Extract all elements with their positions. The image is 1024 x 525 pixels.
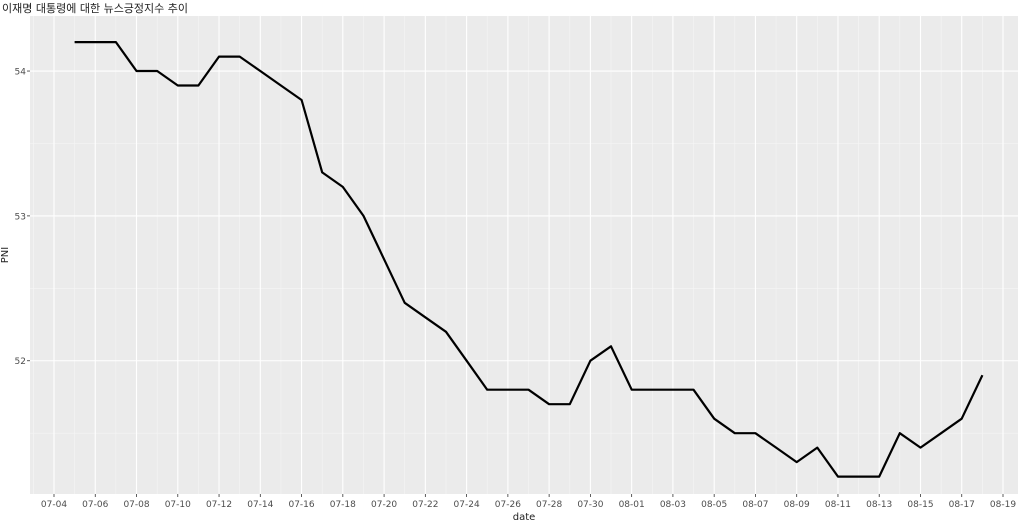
x-tick-label: 07-18	[330, 500, 356, 510]
x-axis-title: date	[513, 512, 536, 523]
x-tick-label: 08-01	[619, 500, 645, 510]
x-tick-label: 07-06	[82, 500, 108, 510]
y-tick-label: 52	[15, 357, 26, 367]
series-line	[74, 40, 984, 478]
plot-panel	[30, 16, 1018, 494]
x-tick-label: 07-22	[412, 500, 438, 510]
y-tick-label: 53	[15, 212, 26, 222]
x-tick-label: 07-24	[454, 500, 480, 510]
x-tick-label: 08-19	[990, 500, 1016, 510]
x-tick-label: 08-07	[742, 500, 768, 510]
x-tick-label: 08-17	[949, 500, 975, 510]
x-tick-label: 07-04	[41, 500, 67, 510]
x-tick-label: 07-08	[123, 500, 149, 510]
x-tick-label: 08-05	[701, 500, 727, 510]
x-tick-label: 07-10	[165, 500, 191, 510]
x-tick-label: 07-26	[495, 500, 521, 510]
y-axis-title: PNI	[0, 247, 11, 263]
x-tick-label: 07-14	[247, 500, 273, 510]
chart-title: 이재명 대통령에 대한 뉴스긍정지수 추이	[2, 2, 189, 15]
x-tick-label: 07-28	[536, 500, 562, 510]
x-tick-label: 08-03	[660, 500, 686, 510]
x-tick-label: 07-12	[206, 500, 232, 510]
y-tick-label: 54	[15, 68, 27, 78]
x-tick-label: 08-15	[907, 500, 933, 510]
x-tick-label: 08-09	[784, 500, 810, 510]
x-tick-label: 08-11	[825, 500, 851, 510]
x-tick-label: 07-30	[577, 500, 603, 510]
x-tick-label: 07-16	[288, 500, 314, 510]
x-tick-label: 07-20	[371, 500, 397, 510]
x-tick-label: 08-13	[866, 500, 892, 510]
